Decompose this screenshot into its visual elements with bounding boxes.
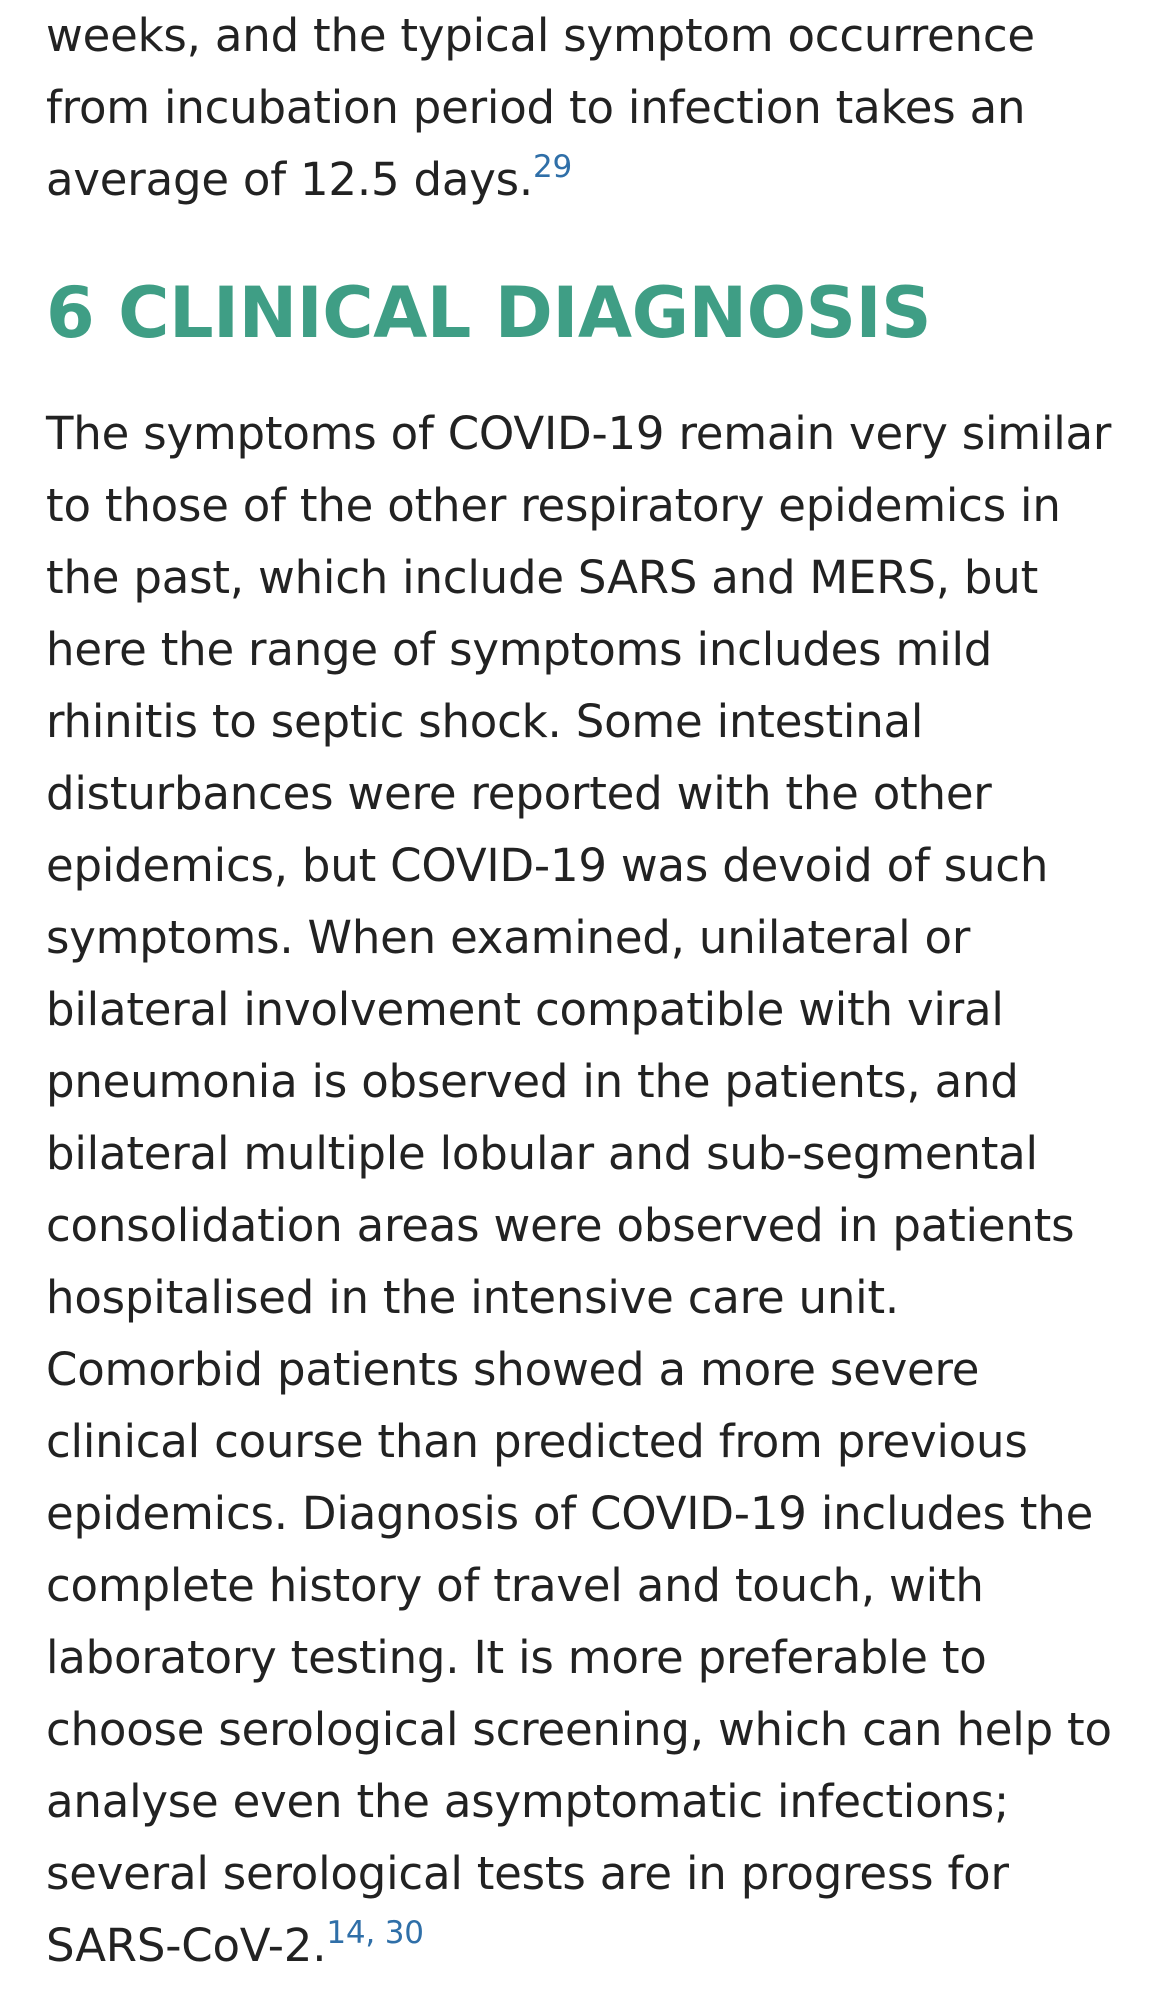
citation-link-14[interactable]: 14 (326, 1915, 366, 1951)
text-line-content: average of 12.5 days. (46, 153, 534, 206)
text-line: epidemics. Diagnosis of COVID-19 include… (46, 1487, 1094, 1540)
text-line: rhinitis to septic shock. Some intestina… (46, 695, 924, 748)
text-line: from incubation period to infection take… (46, 81, 1026, 134)
text-line: symptoms. When examined, unilateral or (46, 911, 971, 964)
section-paragraph: The symptoms of COVID-19 remain very sim… (46, 398, 1112, 1982)
text-line: disturbances were reported with the othe… (46, 767, 992, 820)
citation-superscript: 29 (533, 149, 572, 185)
text-line: analyse even the asymptomatic infections… (46, 1775, 1009, 1828)
text-line: bilateral involvement compatible with vi… (46, 983, 1004, 1036)
text-line: epidemics, but COVID-19 was devoid of su… (46, 839, 1049, 892)
text-line: the past, which include SARS and MERS, b… (46, 551, 1039, 604)
citation-link-30[interactable]: 30 (384, 1915, 424, 1951)
intro-paragraph: weeks, and the typical symptom occurrenc… (46, 0, 1035, 216)
citation-link-29[interactable]: 29 (533, 149, 573, 185)
citation-separator: , (365, 1915, 385, 1951)
text-line: bilateral multiple lobular and sub-segme… (46, 1127, 1038, 1180)
text-line: several serological tests are in progres… (46, 1847, 1009, 1900)
text-line-content: SARS-CoV-2. (46, 1919, 327, 1972)
text-line: average of 12.5 days.29 (46, 144, 1035, 216)
citation-superscript: 14, 30 (326, 1915, 424, 1951)
text-line: The symptoms of COVID-19 remain very sim… (46, 407, 1112, 460)
text-line: here the range of symptoms includes mild (46, 623, 993, 676)
text-line: pneumonia is observed in the patients, a… (46, 1055, 1019, 1108)
text-line: SARS-CoV-2.14, 30 (46, 1910, 1112, 1982)
text-line: to those of the other respiratory epidem… (46, 479, 1061, 532)
text-line: Comorbid patients showed a more severe (46, 1343, 980, 1396)
section-heading: 6 CLINICAL DIAGNOSIS (46, 272, 932, 354)
text-line: consolidation areas were observed in pat… (46, 1199, 1075, 1252)
text-line: complete history of travel and touch, wi… (46, 1559, 984, 1612)
text-line: weeks, and the typical symptom occurrenc… (46, 9, 1035, 62)
text-line: laboratory testing. It is more preferabl… (46, 1631, 987, 1684)
text-line: choose serological screening, which can … (46, 1703, 1112, 1756)
text-line: clinical course than predicted from prev… (46, 1415, 1028, 1468)
text-line: hospitalised in the intensive care unit. (46, 1271, 900, 1324)
